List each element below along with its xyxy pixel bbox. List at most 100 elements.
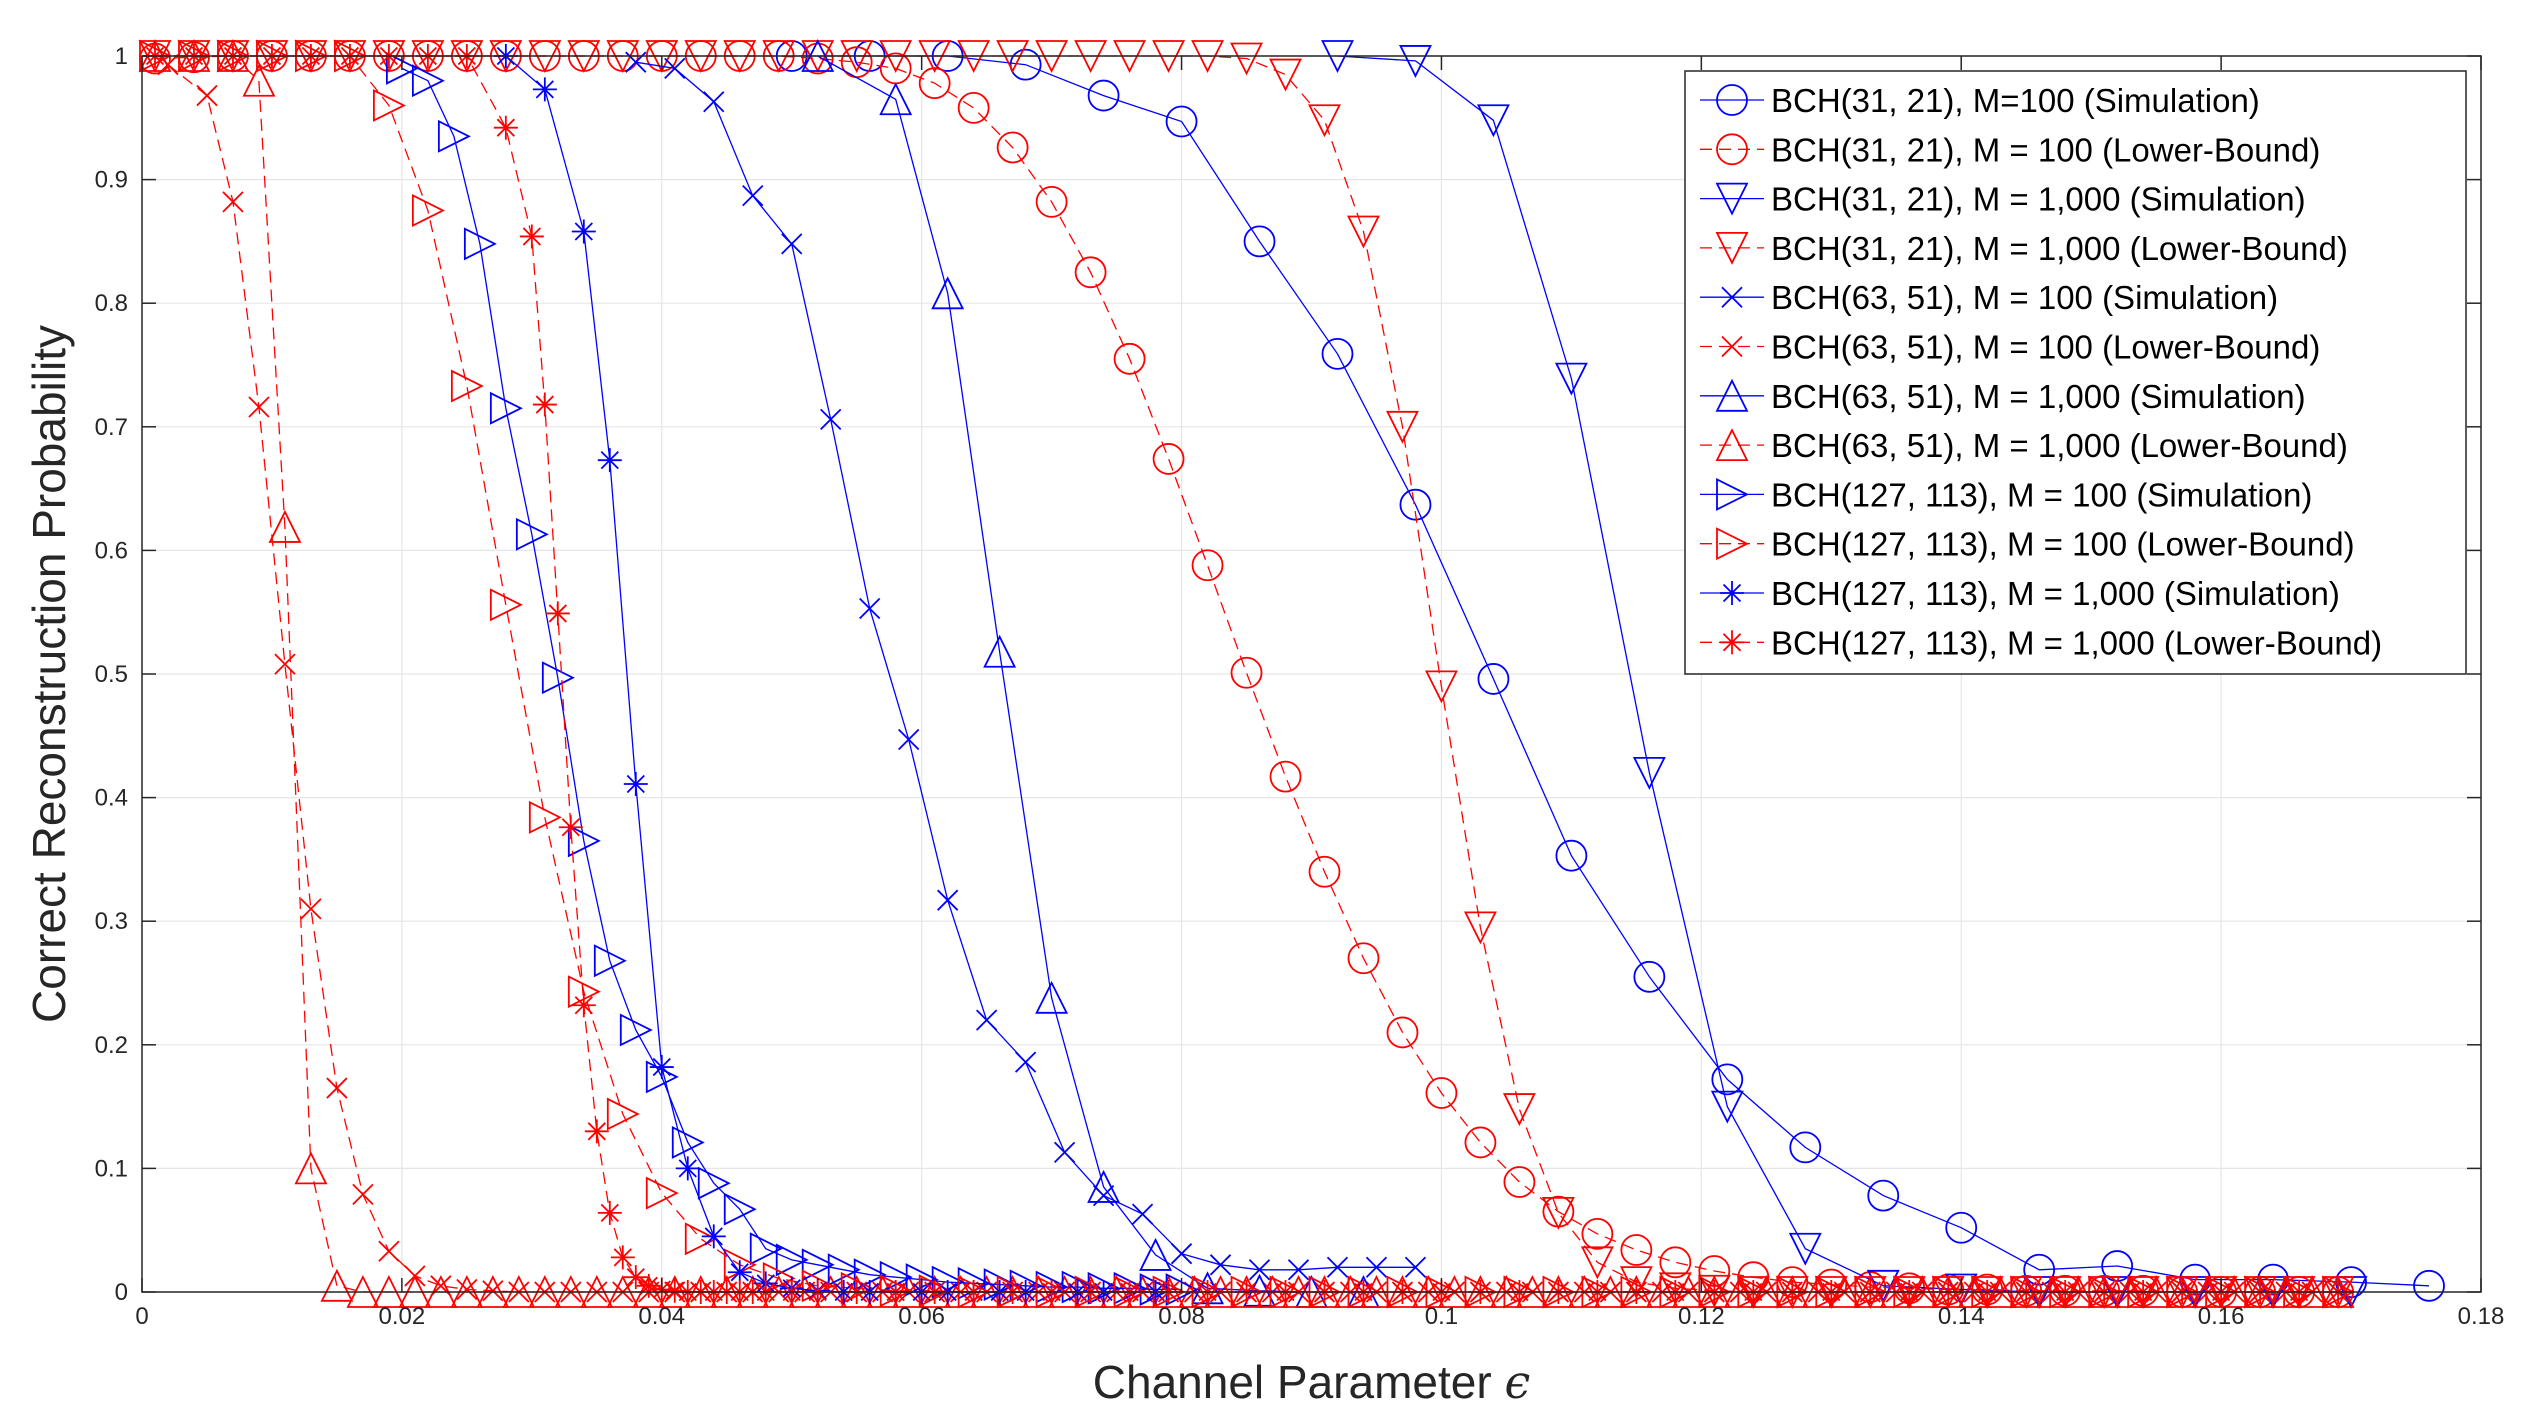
data-point: [528, 800, 562, 834]
data-point: [545, 601, 570, 626]
data-point: [489, 391, 523, 425]
legend-marker: [1716, 527, 1750, 561]
data-point: [1711, 1063, 1744, 1096]
data-point: [1131, 1203, 1154, 1225]
data-point: [742, 185, 764, 207]
x-axis-title-symbol: ϵ: [1504, 1355, 1530, 1409]
data-point: [1074, 256, 1107, 289]
legend: BCH(31, 21), M=100 (Simulation) BCH(31, 2…: [1684, 70, 2467, 675]
data-point: [662, 1278, 687, 1303]
data-point: [1399, 488, 1432, 521]
data-point: [411, 64, 445, 98]
data-point: [1035, 185, 1068, 218]
data-point: [918, 67, 951, 100]
data-point: [378, 1240, 400, 1262]
data-point: [1113, 342, 1146, 375]
x-tick-label: 0.04: [638, 1303, 685, 1330]
axis-ticks: 0 0.02 0.04 0.06 0.08 0.1 0.12 0.14 0.16 0.18 0 0.1…: [95, 43, 2505, 1330]
legend-marker: [1715, 182, 1749, 216]
legend-marker: [1716, 133, 1748, 166]
data-point: [541, 661, 575, 695]
data-point: [619, 1013, 653, 1047]
data-point: [1170, 1243, 1193, 1265]
data-point: [859, 597, 881, 620]
y-tick-label: 0.7: [95, 414, 128, 441]
data-point: [1209, 1254, 1232, 1276]
data-point: [701, 1224, 726, 1249]
legend-item: BCH(31, 21), M = 1,000 (Lower-Bound): [1700, 230, 2348, 267]
legend-label: BCH(31, 21), M = 1,000 (Simulation): [1771, 181, 2306, 218]
data-point: [1009, 48, 1042, 81]
data-point: [437, 119, 471, 153]
data-point: [597, 1200, 622, 1225]
data-point: [801, 42, 834, 75]
data-point: [2413, 1269, 2445, 1302]
y-tick-label: 0.8: [95, 290, 128, 317]
legend-marker: [1721, 286, 1743, 308]
data-point: [1398, 45, 1432, 78]
legend-label: BCH(127, 113), M = 1,000 (Lower-Bound): [1771, 624, 2382, 661]
data-point: [937, 889, 959, 911]
y-tick-label: 0.4: [95, 785, 128, 812]
data-point: [1287, 1259, 1310, 1281]
data-point: [532, 77, 557, 102]
data-point: [1554, 362, 1588, 396]
data-point: [1476, 104, 1510, 138]
legend-item: BCH(127, 113), M = 100 (Lower-Bound): [1700, 526, 2355, 563]
data-point: [801, 1248, 835, 1282]
data-point: [1581, 1218, 1614, 1250]
data-point: [519, 224, 544, 249]
legend-label: BCH(31, 21), M = 1,000 (Lower-Bound): [1771, 230, 2348, 267]
x-axis-title-text: Channel Parameter: [1093, 1356, 1505, 1408]
data-point: [597, 448, 622, 473]
data-point: [1424, 670, 1458, 704]
data-point: [1230, 656, 1263, 689]
data-point: [996, 131, 1029, 164]
y-tick-label: 0.9: [95, 167, 128, 194]
data-point: [1165, 105, 1198, 138]
data-point: [1248, 1259, 1271, 1281]
data-point: [532, 392, 557, 417]
legend-item: BCH(127, 113), M = 1,000 (Lower-Bound): [1700, 624, 2382, 661]
data-point: [411, 194, 445, 227]
data-point: [1659, 1246, 1692, 1279]
data-point: [820, 408, 842, 431]
data-point: [976, 1009, 998, 1031]
data-point: [697, 1166, 731, 1200]
data-point: [1463, 911, 1497, 945]
data-point: [1230, 42, 1263, 76]
data-point: [1541, 1196, 1575, 1230]
x-tick-label: 0.12: [1678, 1303, 1725, 1330]
data-point: [957, 92, 990, 124]
data-point: [482, 1280, 504, 1302]
data-point: [248, 396, 270, 418]
data-point: [645, 1176, 679, 1210]
legend-item: BCH(31, 21), M=100 (Simulation): [1700, 82, 2260, 119]
data-point: [1139, 1237, 1173, 1271]
legend-marker: [1715, 231, 1749, 265]
data-point: [1477, 663, 1510, 695]
x-tick-label: 0.1: [1425, 1303, 1458, 1330]
data-point: [775, 1243, 809, 1277]
data-point: [983, 634, 1017, 668]
data-point: [1386, 410, 1419, 444]
data-point: [606, 1097, 640, 1131]
legend-item: BCH(63, 51), M = 100 (Lower-Bound): [1700, 329, 2320, 366]
series-5: [625, 51, 1427, 1281]
data-point: [515, 517, 549, 551]
legend-item: BCH(63, 51), M = 1,000 (Simulation): [1700, 378, 2306, 415]
legend-label: BCH(63, 51), M = 1,000 (Lower-Bound): [1771, 427, 2348, 464]
data-point: [1620, 1234, 1653, 1266]
data-point: [300, 898, 322, 920]
data-point: [898, 728, 920, 751]
x-tick-label: 0.18: [2458, 1303, 2505, 1330]
legend-label: BCH(63, 51), M = 1,000 (Simulation): [1771, 378, 2306, 415]
legend-marker: [1715, 378, 1749, 412]
data-point: [493, 115, 518, 140]
data-point: [1347, 215, 1380, 249]
data-point: [268, 509, 302, 543]
x-tick-label: 0.16: [2198, 1303, 2245, 1330]
data-point: [749, 1232, 783, 1266]
y-tick-label: 1: [115, 43, 128, 70]
data-point: [1191, 549, 1224, 582]
